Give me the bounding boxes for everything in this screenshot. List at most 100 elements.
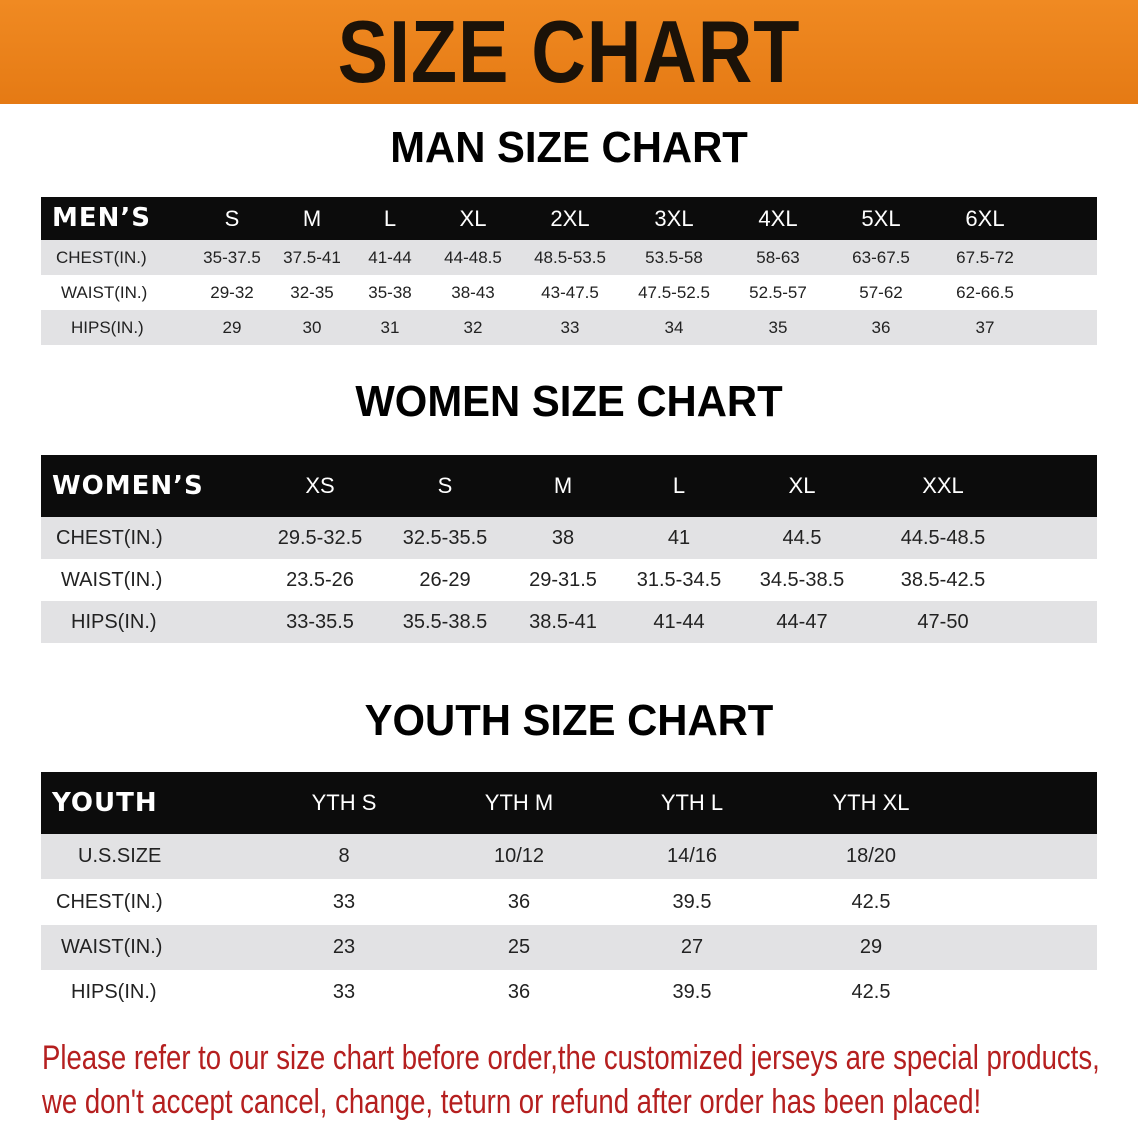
table-row: WAIST(IN.) 29-32 32-35 35-38 38-43 43-47.5 47.… [41,275,1097,310]
women-section-title: WOMEN SIZE CHART [355,377,783,426]
measurement-cell: 27 [680,936,704,958]
measurement-cell: 35.5-38.5 [402,611,488,633]
row-label: CHEST(IN.) [56,891,163,913]
table-row: WAIST(IN.) 23.5-26 26-29 29-31.5 31.5-34.5 34… [41,559,1097,601]
row-label: WAIST(IN.) [61,283,148,302]
size-header: YTH M [484,790,554,815]
measurement-cell: 44-47 [776,611,828,633]
men-size-table: MEN’S S M L XL 2XL 3XL 4XL 5XL 6XL CHEST(IN.) 35-37… [41,197,1097,345]
measurement-cell: 10/12 [493,845,545,867]
table-row: CHEST(IN.) 29.5-32.5 32.5-35.5 38 41 44.5 44.5… [41,517,1097,559]
table-row: HIPS(IN.) 33 36 39.5 42.5 [41,970,1097,1015]
row-label: U.S.SIZE [78,845,162,867]
measurement-cell: 34.5-38.5 [759,569,845,591]
measurement-cell: 39.5 [672,981,712,1003]
measurement-cell: 38-43 [451,283,495,302]
size-header: YTH XL [832,790,910,815]
row-label: HIPS(IN.) [71,318,144,337]
measurement-cell: 62-66.5 [956,283,1014,302]
measurement-cell: 38.5-42.5 [900,569,986,591]
table-row: WAIST(IN.) 23 25 27 29 [41,925,1097,970]
measurement-cell: 38.5-41 [529,611,597,633]
measurement-cell: 31 [380,318,400,337]
measurement-cell: 30 [302,318,322,337]
size-header: 3XL [654,206,694,231]
table-row: U.S.SIZE 8 10/12 14/16 18/20 [41,834,1097,879]
row-label: CHEST(IN.) [56,527,163,549]
notice-line-2: we don't accept cancel, change, teturn o… [42,1083,982,1121]
table-header-row: YOUTH YTH S YTH M YTH L YTH XL [41,772,1097,834]
size-header: XL [788,473,816,498]
row-label: WAIST(IN.) [61,569,163,591]
measurement-cell: 36 [871,318,891,337]
measurement-cell: 32-35 [290,283,334,302]
measurement-cell: 23.5-26 [286,569,354,591]
size-header: YTH S [311,790,377,815]
notice-line-1: Please refer to our size chart before or… [42,1039,1100,1077]
measurement-cell: 44.5-48.5 [900,527,986,549]
measurement-cell: 33 [332,981,356,1003]
table-header-row: WOMEN’S XS S M L XL XXL [41,455,1097,517]
size-header: M [302,206,322,231]
size-header: S [224,206,240,231]
measurement-cell: 35-37.5 [203,248,261,267]
table-row: HIPS(IN.) 33-35.5 35.5-38.5 38.5-41 41-44 44-… [41,601,1097,643]
table-title-cell: WOMEN’S [52,471,204,501]
measurement-cell: 31.5-34.5 [636,569,722,591]
size-header: 4XL [758,206,798,231]
row-label: HIPS(IN.) [71,611,157,633]
measurement-cell: 47.5-52.5 [638,283,710,302]
table-row: HIPS(IN.) 29 30 31 32 33 34 35 36 37 [41,310,1097,345]
measurement-cell: 37.5-41 [283,248,341,267]
measurement-cell: 44-48.5 [444,248,502,267]
measurement-cell: 42.5 [851,891,891,913]
size-header: S [437,473,453,498]
measurement-cell: 37 [975,318,995,337]
measurement-cell: 41 [667,527,691,549]
measurement-cell: 29-31.5 [529,569,597,591]
youth-size-table: YOUTH YTH S YTH M YTH L YTH XL U.S.SIZE 8 10/12… [41,772,1097,1015]
measurement-cell: 35-38 [368,283,412,302]
size-header: L [672,473,686,498]
size-header: L [383,206,397,231]
measurement-cell: 41-44 [653,611,705,633]
measurement-cell: 33-35.5 [286,611,354,633]
measurement-cell: 32 [463,318,483,337]
table-row: CHEST(IN.) 33 36 39.5 42.5 [41,879,1097,925]
size-header: M [553,473,573,498]
table-header-row: MEN’S S M L XL 2XL 3XL 4XL 5XL 6XL [41,197,1097,240]
women-size-table: WOMEN’S XS S M L XL XXL CHEST(IN.) 29.5-32.5 32.5… [41,455,1097,643]
measurement-cell: 18/20 [845,845,897,867]
measurement-cell: 26-29 [419,569,471,591]
size-header: 5XL [861,206,901,231]
table-row: CHEST(IN.) 35-37.5 37.5-41 41-44 44-48.5 48.5… [41,240,1097,275]
measurement-cell: 57-62 [859,283,903,302]
measurement-cell: 35 [768,318,788,337]
table-title-cell: MEN’S [52,203,151,233]
size-header: 2XL [550,206,590,231]
measurement-cell: 33 [332,891,356,913]
measurement-cell: 29-32 [210,283,254,302]
measurement-cell: 29 [222,318,242,337]
row-label: HIPS(IN.) [71,981,157,1003]
measurement-cell: 39.5 [672,891,712,913]
table-title-cell: YOUTH [52,788,158,818]
measurement-cell: 67.5-72 [956,248,1014,267]
measurement-cell: 29 [859,936,883,958]
measurement-cell: 48.5-53.5 [534,248,606,267]
measurement-cell: 32.5-35.5 [402,527,488,549]
measurement-cell: 41-44 [368,248,412,267]
measurement-cell: 53.5-58 [645,248,703,267]
row-label: WAIST(IN.) [61,936,163,958]
measurement-cell: 47-50 [917,611,969,633]
measurement-cell: 44.5 [782,527,822,549]
measurement-cell: 36 [507,891,531,913]
measurement-cell: 42.5 [851,981,891,1003]
measurement-cell: 63-67.5 [852,248,910,267]
measurement-cell: 29.5-32.5 [277,527,363,549]
size-header: YTH L [660,790,724,815]
measurement-cell: 34 [664,318,684,337]
measurement-cell: 36 [507,981,531,1003]
measurement-cell: 14/16 [666,845,718,867]
size-header: XS [305,473,335,498]
